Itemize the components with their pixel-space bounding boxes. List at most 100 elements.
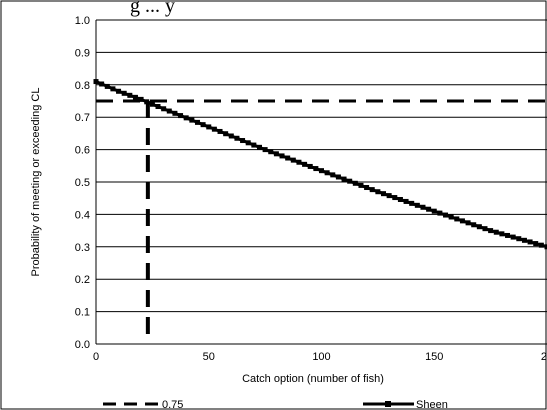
series-sheen-marker [262, 147, 268, 153]
y-tick-label: 1.0 [75, 15, 90, 27]
series-sheen-marker [459, 218, 465, 224]
y-tick-label: 0.8 [75, 80, 90, 92]
series-sheen-marker [200, 122, 206, 128]
series-sheen-marker [183, 115, 189, 121]
series-sheen-marker [290, 157, 296, 163]
gridlines [96, 19, 547, 313]
series-sheen-marker [194, 119, 200, 125]
series-sheen-marker [493, 229, 499, 235]
series-sheen-marker [347, 178, 353, 184]
series-sheen-marker [161, 106, 167, 112]
series-sheen-marker [369, 187, 375, 193]
y-tick-label: 0.9 [75, 47, 90, 59]
series-sheen-marker [228, 133, 234, 139]
y-tick-labels: 0.0 0.1 0.2 0.3 0.4 0.5 0.6 0.7 0.8 0.9 1.0 [75, 15, 90, 351]
series-sheen-marker [268, 149, 274, 155]
series-sheen-marker [166, 108, 172, 114]
y-tick-label: 0.2 [75, 274, 90, 286]
series-sheen-marker [93, 79, 99, 85]
series-sheen-marker [499, 231, 505, 237]
series-sheen-marker [307, 163, 313, 169]
series-sheen-marker [544, 244, 547, 250]
series-sheen-marker [99, 81, 105, 87]
y-tick-label: 0.5 [75, 177, 90, 189]
series-reference-0-75 [96, 99, 547, 344]
series-sheen-marker [189, 117, 195, 123]
y-tick-label: 0.6 [75, 145, 90, 157]
series-sheen-marker [516, 236, 522, 242]
series-sheen-marker [335, 174, 341, 180]
series-sheen-marker [240, 138, 246, 144]
series-sheen-marker [488, 228, 494, 234]
series-sheen-marker [251, 142, 257, 148]
series-sheen-marker [352, 180, 358, 186]
series-sheen-marker [414, 202, 420, 208]
y-tick-label: 0.7 [75, 112, 90, 124]
series-sheen-marker [127, 92, 133, 98]
x-tick-label: 50 [203, 351, 215, 363]
top-caption-fragment: g ... y [130, 0, 175, 17]
series-sheen-marker [454, 216, 460, 222]
series-sheen-marker [381, 191, 387, 197]
series-sheen-marker [527, 239, 533, 245]
series-sheen-marker [245, 140, 251, 146]
series-sheen-marker [465, 220, 471, 226]
series-sheen-marker [223, 131, 229, 137]
legend: 0.75 Sheen [103, 399, 448, 410]
y-tick-label: 0.3 [75, 242, 90, 254]
series-sheen-marker [144, 99, 150, 105]
series-sheen-marker [110, 86, 116, 92]
y-tick-label: 0.4 [75, 209, 90, 221]
series-sheen-marker [403, 198, 409, 204]
legend-marker-sheen [385, 401, 391, 407]
series-sheen-marker [302, 161, 308, 167]
series-sheen-marker [482, 226, 488, 232]
series-sheen-marker [431, 208, 437, 214]
series-sheen-marker [521, 237, 527, 243]
series-sheen-marker [116, 88, 122, 94]
series-sheen-marker [426, 206, 432, 212]
series-sheen-marker [121, 90, 127, 96]
series-sheen-marker [211, 126, 217, 132]
series-sheen-marker [392, 195, 398, 201]
y-axis-title: Probability of meeting or exceeding CL [30, 88, 42, 277]
series-sheen-marker [104, 83, 110, 89]
series-sheen [93, 79, 547, 250]
series-sheen-marker [313, 166, 319, 172]
series-sheen-marker [505, 232, 511, 238]
x-tick-label: 0 [93, 351, 99, 363]
series-sheen-marker [386, 193, 392, 199]
series-sheen-marker [330, 172, 336, 178]
x-tick-label: 150 [425, 351, 443, 363]
y-tick-label: 0.1 [75, 307, 90, 319]
series-sheen-marker [443, 212, 449, 218]
series-sheen-marker [296, 159, 302, 165]
series-sheen-marker [149, 101, 155, 107]
x-tick-labels: 0 50 100 150 20 [93, 351, 547, 363]
series-sheen-marker [279, 153, 285, 159]
series-sheen-marker [206, 124, 212, 130]
series-sheen-marker [375, 189, 381, 195]
y-tick-label: 0.0 [75, 339, 90, 351]
series-sheen-marker [420, 204, 426, 210]
series-sheen-marker [471, 222, 477, 228]
series-sheen-marker [172, 110, 178, 116]
series-sheen-marker [234, 135, 240, 141]
series-sheen-marker [510, 234, 516, 240]
series-sheen-marker [437, 210, 443, 216]
series-sheen-marker [533, 241, 539, 247]
x-axis-title: Catch option (number of fish) [242, 373, 384, 385]
series-sheen-marker [273, 151, 279, 157]
x-tick-label: 20 [541, 351, 547, 363]
series-sheen-marker [285, 155, 291, 161]
series-sheen-marker [476, 224, 482, 230]
series-sheen-marker [319, 168, 324, 174]
series-sheen-marker [324, 170, 330, 176]
series-sheen-marker [397, 196, 403, 202]
x-tick-label: 100 [312, 351, 330, 363]
series-sheen-marker [217, 128, 223, 134]
series-sheen-marker [341, 176, 347, 182]
series-sheen-marker [364, 185, 370, 191]
series-sheen-marker [409, 200, 415, 206]
